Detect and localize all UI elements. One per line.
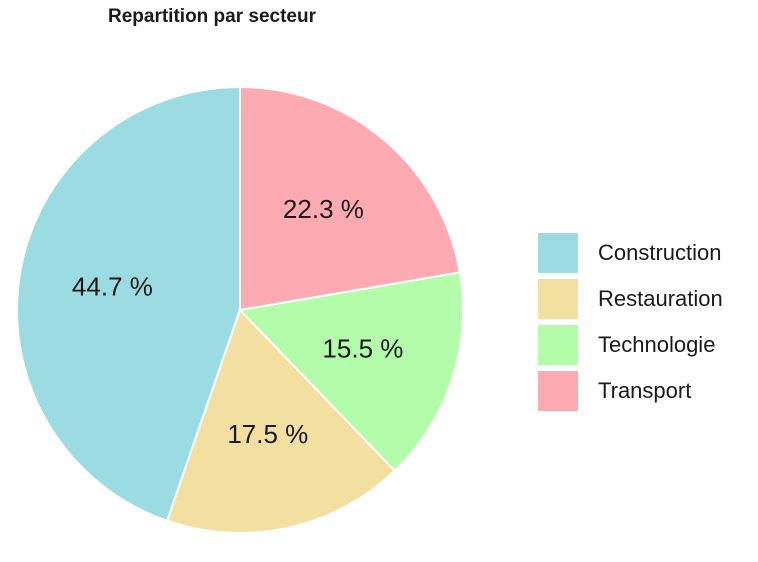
legend-label-construction: Construction xyxy=(598,240,722,265)
legend-key-construction xyxy=(538,233,578,273)
pie-slice-transport xyxy=(239,85,461,312)
legend-item-construction: Construction xyxy=(538,230,723,276)
slice-label-technologie: 15.5 % xyxy=(322,333,403,363)
pie-slice-construction xyxy=(16,85,241,523)
legend-item-restauration: Restauration xyxy=(538,276,723,322)
slice-label-restauration: 17.5 % xyxy=(227,419,308,449)
legend-key-technologie xyxy=(538,325,578,365)
legend-item-technologie: Technologie xyxy=(538,322,723,368)
legend-label-transport: Transport xyxy=(598,378,692,403)
legend-key-restauration xyxy=(538,279,578,319)
slice-label-construction: 44.7 % xyxy=(72,271,153,301)
legend-key-transport xyxy=(538,371,578,411)
slice-label-transport: 22.3 % xyxy=(283,194,364,224)
pie-slice-technologie xyxy=(237,271,464,473)
legend-item-transport: Transport xyxy=(538,368,723,414)
legend: Construction Restauration Technologie Trans… xyxy=(538,230,723,414)
legend-label-technologie: Technologie xyxy=(598,332,716,357)
chart-title: Repartition par secteur xyxy=(108,6,316,27)
legend-label-restauration: Restauration xyxy=(598,286,723,311)
pie-slice-restauration xyxy=(165,308,397,534)
